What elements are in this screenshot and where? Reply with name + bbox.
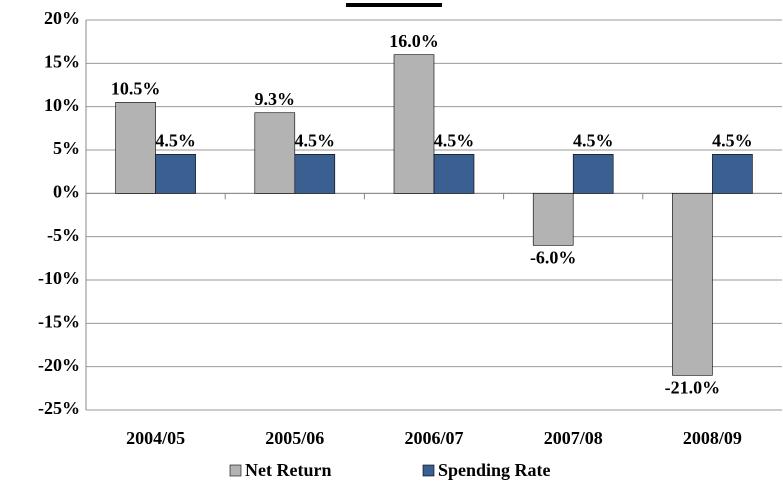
data-label: -21.0% [665, 377, 721, 397]
data-label: 4.5% [573, 130, 614, 150]
title-bar [346, 3, 442, 7]
data-label: 9.3% [255, 89, 296, 109]
bar [294, 154, 336, 194]
legend-label: Spending Rate [438, 460, 551, 480]
data-label: 4.5% [295, 130, 336, 150]
y-tick-label: 20% [44, 8, 80, 28]
x-tick-label: 2006/07 [404, 428, 463, 448]
legend-swatch [422, 464, 435, 477]
x-tick-label: 2008/09 [683, 428, 742, 448]
y-tick-label: 0% [53, 181, 80, 201]
bar [115, 102, 156, 194]
x-tick-label: 2007/08 [544, 428, 603, 448]
bar [572, 154, 614, 194]
x-tick-label: 2005/06 [265, 428, 324, 448]
y-tick-label: -20% [38, 355, 80, 375]
bar [532, 193, 574, 246]
y-tick-label: 10% [44, 95, 80, 115]
bar [155, 154, 196, 194]
y-tick-label: -10% [38, 268, 80, 288]
y-tick-label: -5% [47, 225, 80, 245]
data-label: 4.5% [155, 130, 196, 150]
legend-label: Net Return [245, 460, 331, 480]
bar [712, 154, 753, 194]
y-tick-label: -25% [38, 398, 80, 418]
data-label: 4.5% [434, 130, 475, 150]
y-tick-label: 5% [53, 138, 80, 158]
bar [672, 193, 713, 376]
y-tick-label: -15% [38, 311, 80, 331]
bar [433, 154, 475, 194]
data-label: 4.5% [712, 130, 753, 150]
legend-swatch [229, 464, 242, 477]
bar [393, 54, 435, 194]
bar [254, 112, 296, 194]
data-label: 10.5% [111, 78, 161, 98]
x-tick-label: 2004/05 [126, 428, 185, 448]
data-label: 16.0% [389, 31, 439, 51]
data-label: -6.0% [530, 247, 577, 267]
y-tick-label: 15% [44, 51, 80, 71]
